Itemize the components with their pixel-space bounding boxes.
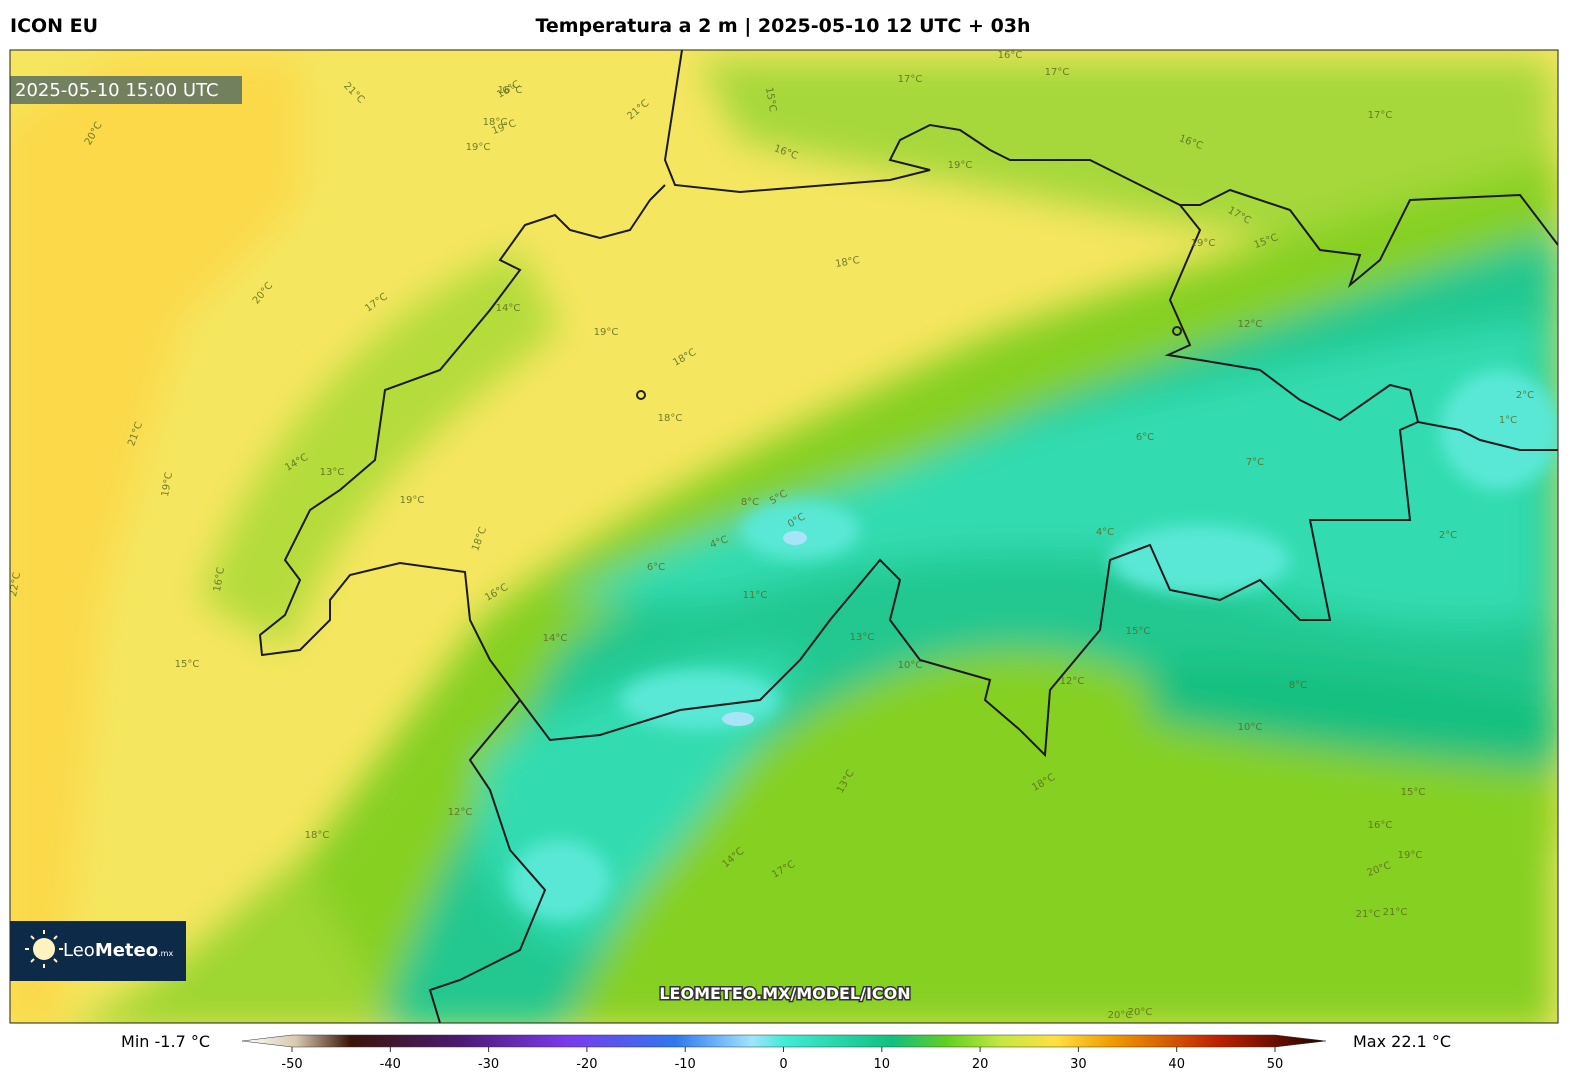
contour-label: 16°C — [1368, 820, 1393, 831]
contour-label: 7°C — [1246, 457, 1264, 468]
logo-light: Leo — [63, 940, 95, 961]
contour-label: 19°C — [948, 160, 973, 171]
contour-label: 16°C — [998, 50, 1023, 61]
model-name: ICON EU — [10, 15, 98, 37]
colorbar-tick-label: -40 — [380, 1057, 401, 1072]
contour-label: 4°C — [1096, 527, 1114, 538]
contour-label: 15°C — [1401, 787, 1426, 798]
contour-label: 13°C — [850, 632, 875, 643]
contour-label: 17°C — [1045, 67, 1070, 78]
map-frame — [9, 49, 1559, 1024]
contour-label: 10°C — [1238, 722, 1263, 733]
contour-label: 2°C — [1439, 530, 1457, 541]
timestamp: 2025-05-10 15:00 UTC — [15, 80, 219, 101]
contour-label: 14°C — [496, 303, 521, 314]
colorbar-tick-label: 30 — [1070, 1057, 1087, 1072]
logo-suffix: .mx — [158, 949, 173, 958]
map: 21°C 20°C 16°C 17°C 18°C 19°C 21°C 16°C 17°C 16°C… — [8, 50, 1558, 1023]
contour-label: 12°C — [448, 807, 473, 818]
contour-label: 18°C — [305, 830, 330, 841]
contour-label: 10°C — [898, 660, 923, 671]
contour-label: 21°C — [1356, 909, 1381, 920]
contour-label: 13°C — [320, 467, 345, 478]
colorbar-tick-label: -30 — [478, 1057, 499, 1072]
contour-label: 2°C — [1516, 390, 1534, 401]
contour-label: 18°C — [483, 117, 508, 128]
colorbar-tick-label: 20 — [972, 1057, 989, 1072]
map-title: Temperatura a 2 m | 2025-05-10 12 UTC + … — [535, 15, 1030, 37]
contour-label: 22°C — [8, 571, 23, 597]
contour-label: 17°C — [898, 74, 923, 85]
contour-label: 20°C — [1108, 1010, 1133, 1021]
contour-label: 6°C — [647, 562, 665, 573]
logo: LeoMeteo.mx — [63, 940, 173, 961]
colorbar-tick-label: -20 — [576, 1057, 597, 1072]
contour-label: 12°C — [1238, 319, 1263, 330]
contour-label: 15°C — [175, 659, 200, 670]
contour-label: 8°C — [741, 497, 759, 508]
contour-label: 19°C — [594, 327, 619, 338]
contour-label: 14°C — [543, 633, 568, 644]
logo-bold: Meteo — [95, 940, 158, 961]
contour-label: 19°C — [400, 495, 425, 506]
contour-label: 16°C — [498, 85, 523, 96]
colorbar-tick-label: 40 — [1168, 1057, 1185, 1072]
contour-label: 1°C — [1499, 415, 1517, 426]
contour-label: 19°C — [1398, 850, 1423, 861]
contour-label: 11°C — [743, 590, 768, 601]
contour-label: 18°C — [658, 413, 683, 424]
contour-label: 19°C — [160, 471, 175, 497]
min-label: Min -1.7 °C — [121, 1032, 210, 1051]
colorbar-tick-label: -50 — [281, 1057, 302, 1072]
contour-label: 19°C — [466, 142, 491, 153]
colorbar-tick-label: 10 — [874, 1057, 891, 1072]
contour-label: 15°C — [1126, 626, 1151, 637]
colorbar-tick-label: -10 — [675, 1057, 696, 1072]
contour-label: 18°C — [834, 255, 860, 270]
contour-label: 16°C — [212, 566, 227, 592]
colorbar — [241, 1034, 1327, 1048]
contour-label: 21°C — [1383, 907, 1408, 918]
max-label: Max 22.1 °C — [1353, 1032, 1451, 1051]
watermark: LEOMETEO.MX/MODEL/ICON — [659, 984, 910, 1003]
contour-label: 12°C — [1060, 676, 1085, 687]
colorbar-tick-label: 0 — [779, 1057, 787, 1072]
contour-label: 20°C — [1128, 1007, 1153, 1018]
contour-label: 17°C — [1368, 110, 1393, 121]
contour-label: 15°C — [763, 86, 778, 112]
colorbar-tick-label: 50 — [1267, 1057, 1284, 1072]
contour-label: 8°C — [1289, 680, 1307, 691]
contour-label: 19°C — [1191, 238, 1216, 249]
contour-label: 6°C — [1136, 432, 1154, 443]
